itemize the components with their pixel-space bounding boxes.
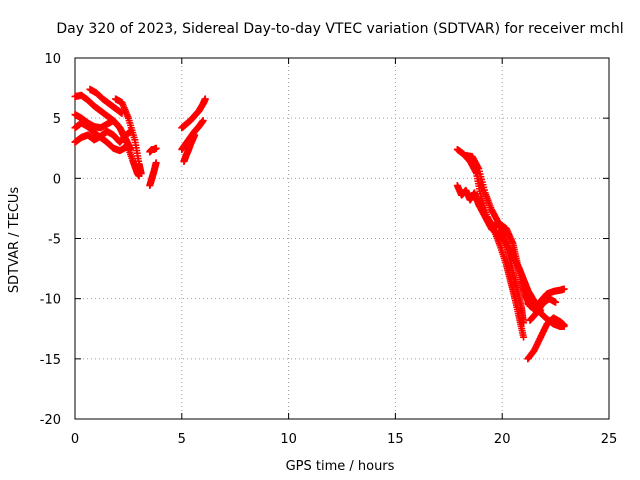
y-axis-label: SDTVAR / TECUs: [7, 187, 22, 294]
data-point: [520, 333, 528, 341]
data-point: [127, 145, 135, 153]
series-track-13: [462, 151, 528, 327]
series-track-9: [178, 95, 209, 132]
data-point: [520, 319, 528, 327]
series-track-6: [71, 127, 135, 146]
y-tick-label: -5: [48, 233, 61, 248]
data-point: [201, 95, 209, 103]
x-tick-label: 0: [71, 432, 79, 447]
data-point: [137, 170, 145, 178]
x-tick-label: 20: [494, 432, 511, 447]
y-tick-label: -10: [40, 293, 61, 308]
data-point: [191, 131, 199, 139]
series-track-2: [86, 85, 126, 117]
x-tick-label: 10: [280, 432, 297, 447]
data-point: [122, 143, 130, 151]
data-point: [560, 321, 568, 329]
data-point: [152, 159, 160, 167]
grid: [75, 58, 609, 419]
series-track-11: [180, 131, 199, 165]
x-tick-label: 15: [387, 432, 404, 447]
series-track-8: [146, 159, 160, 190]
x-axis: 0 5 10 15 20 25: [71, 58, 617, 447]
data-point: [552, 298, 560, 306]
y-tick-label: 10: [44, 52, 61, 67]
y-axis: 10 5 0 -5 -10 -15 -20: [40, 52, 609, 428]
data-point: [152, 144, 160, 152]
x-axis-label: GPS time / hours: [286, 459, 395, 474]
x-tick-label: 5: [178, 432, 186, 447]
x-tick-label: 25: [601, 432, 618, 447]
chart-title: Day 320 of 2023, Sidereal Day-to-day VTE…: [56, 21, 623, 37]
series-track-4: [71, 111, 135, 153]
data-points: [71, 85, 568, 363]
data-point: [127, 127, 135, 135]
data-point: [199, 117, 207, 125]
y-tick-label: -20: [40, 413, 61, 428]
series-track-18: [526, 295, 560, 324]
y-tick-label: -15: [40, 353, 61, 368]
y-tick-label: 0: [53, 172, 61, 187]
data-point: [560, 285, 568, 293]
series-track-7: [146, 144, 160, 156]
series-track-16: [524, 314, 568, 363]
y-tick-label: 5: [53, 112, 61, 127]
